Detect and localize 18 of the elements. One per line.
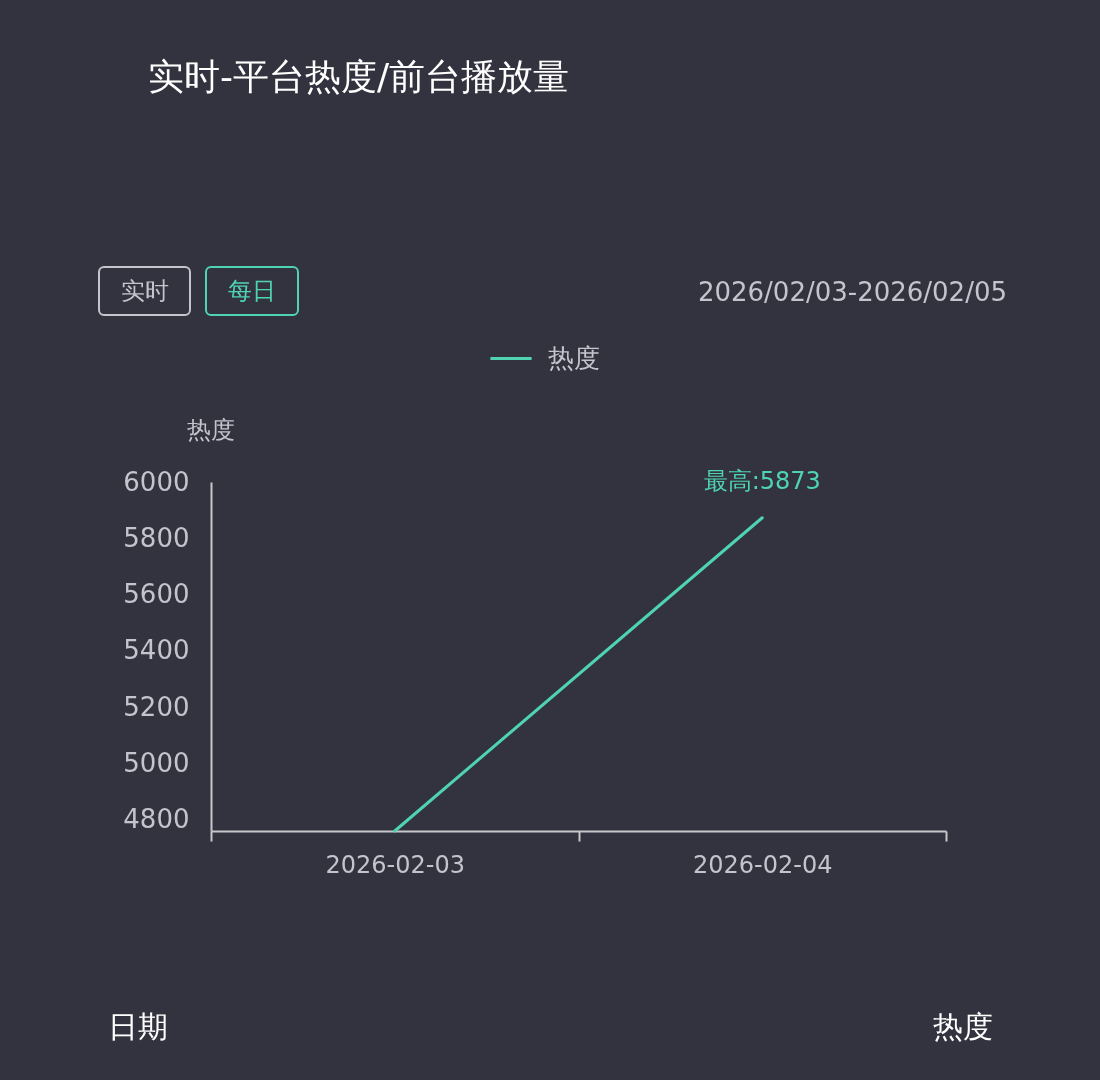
x-tick-label: 2026-02-03 [325,850,465,879]
y-tick-label: 5000 [123,747,190,778]
y-tick-label: 4800 [123,804,190,835]
y-tick-label: 5600 [123,579,190,610]
chart-title: 实时-平台热度/前台播放量 [148,56,570,97]
text: 2026/02/03-2026/02/05 [697,277,1007,307]
text: 热度 [933,1009,993,1044]
text: 日期 [108,1009,168,1044]
annotation: 最高:5873 [703,466,821,495]
y-tick-label: 5200 [123,691,190,722]
x-tick-label: 2026-02-04 [693,850,833,879]
y-tick-label: 5400 [123,635,190,666]
text: 每日 [228,277,276,305]
legend-label: 热度 [547,342,600,373]
y-axis-title: 热度 [186,415,235,444]
y-tick-label: 6000 [123,466,190,497]
text: 实时 [121,277,169,305]
y-tick-label: 5800 [123,522,190,553]
